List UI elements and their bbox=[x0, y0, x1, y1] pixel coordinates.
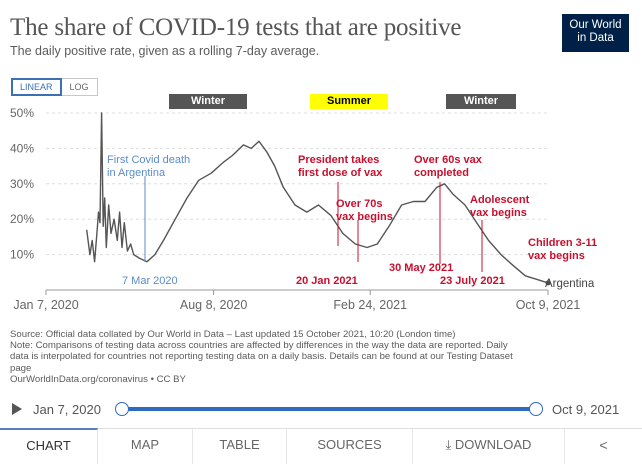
play-icon[interactable] bbox=[12, 403, 22, 415]
y-tick-label: 50% bbox=[10, 106, 34, 120]
series-end-point bbox=[545, 280, 551, 286]
timeline-end-label: Oct 9, 2021 bbox=[552, 402, 620, 417]
download-icon: ⤓ bbox=[445, 437, 455, 452]
footer-notes: Source: Official data collated by Our Wo… bbox=[10, 329, 610, 385]
y-tick-label: 10% bbox=[10, 248, 34, 262]
tab-map[interactable]: MAP bbox=[98, 429, 193, 464]
x-tick-label: Feb 24, 2021 bbox=[333, 298, 407, 312]
linear-scale-button[interactable]: LINEAR bbox=[11, 78, 62, 96]
timeline-end-handle[interactable] bbox=[529, 402, 543, 416]
timeline-track[interactable] bbox=[122, 407, 536, 411]
download-label: DOWNLOAD bbox=[454, 437, 532, 452]
series-label-argentina: Argentina bbox=[545, 278, 595, 290]
annotation-label: President takes bbox=[298, 154, 379, 166]
note-line-2: data is interpolated for countries not r… bbox=[10, 351, 513, 363]
tab-bar: CHART MAP TABLE SOURCES ⤓ DOWNLOAD < bbox=[0, 428, 642, 464]
annotation-label: 20 Jan 2021 bbox=[296, 275, 358, 287]
annotation-label: 23 July 2021 bbox=[440, 275, 505, 287]
source-text: Source: Official data collated by Our Wo… bbox=[10, 329, 456, 340]
annotation-label: completed bbox=[414, 167, 469, 179]
annotation-label: vax begins bbox=[336, 211, 393, 223]
line-chart: 10% 20% 30% 40% 50% Jan 7, 2020 Aug 8, 2020 Feb… bbox=[10, 106, 597, 312]
season-band-winter-2: Winter bbox=[446, 94, 516, 109]
annotation-label: 7 Mar 2020 bbox=[122, 275, 178, 287]
source-link[interactable]: OurWorldInData.org/coronavirus • CC BY bbox=[10, 373, 186, 385]
note-line-1: Note: Comparisons of testing data across… bbox=[10, 340, 508, 352]
timeline-start-handle[interactable] bbox=[115, 402, 129, 416]
x-tick-label: Aug 8, 2020 bbox=[180, 298, 247, 312]
x-tick-label: Jan 7, 2020 bbox=[13, 298, 78, 312]
season-band-winter-1: Winter bbox=[169, 94, 247, 109]
logo-line-1: Our World bbox=[569, 19, 622, 31]
annotation-label: 30 May 2021 bbox=[389, 262, 453, 274]
y-tick-label: 30% bbox=[10, 177, 34, 191]
timeline-start-label: Jan 7, 2020 bbox=[33, 402, 101, 417]
annotation-label: Over 60s vax bbox=[414, 154, 483, 166]
annotation-label: Children 3-11 bbox=[528, 237, 597, 249]
timeline: Jan 7, 2020 Oct 9, 2021 bbox=[0, 398, 642, 422]
y-tick-label: 20% bbox=[10, 212, 34, 226]
tab-chart[interactable]: CHART bbox=[0, 428, 98, 464]
y-tick-label: 40% bbox=[10, 141, 34, 155]
annotation-label: First Covid death bbox=[107, 154, 190, 166]
annotation-label: Adolescent bbox=[470, 194, 530, 206]
scale-toggle: LINEAR LOG bbox=[11, 78, 98, 96]
note-line-3: page bbox=[10, 362, 32, 374]
annotation-label: Over 70s bbox=[336, 198, 382, 210]
log-scale-button[interactable]: LOG bbox=[61, 78, 98, 96]
tab-download[interactable]: ⤓ DOWNLOAD bbox=[413, 429, 565, 464]
owid-logo[interactable]: Our World in Data bbox=[562, 14, 629, 52]
annotation-label: first dose of vax bbox=[298, 167, 383, 179]
annotation-label: vax begins bbox=[470, 207, 527, 219]
logo-line-2: in Data bbox=[577, 32, 614, 44]
annotation-label: vax begins bbox=[528, 250, 585, 262]
series-line-argentina bbox=[86, 112, 549, 284]
annotation-label: in Argentina bbox=[107, 167, 166, 179]
tab-sources[interactable]: SOURCES bbox=[287, 429, 413, 464]
chart-subtitle: The daily positive rate, given as a roll… bbox=[10, 44, 320, 58]
chart-title: The share of COVID-19 tests that are pos… bbox=[10, 14, 462, 41]
x-tick-label: Oct 9, 2021 bbox=[516, 298, 581, 312]
share-icon[interactable]: < bbox=[599, 437, 608, 453]
tab-table[interactable]: TABLE bbox=[193, 429, 287, 464]
season-band-summer: Summer bbox=[310, 94, 388, 109]
